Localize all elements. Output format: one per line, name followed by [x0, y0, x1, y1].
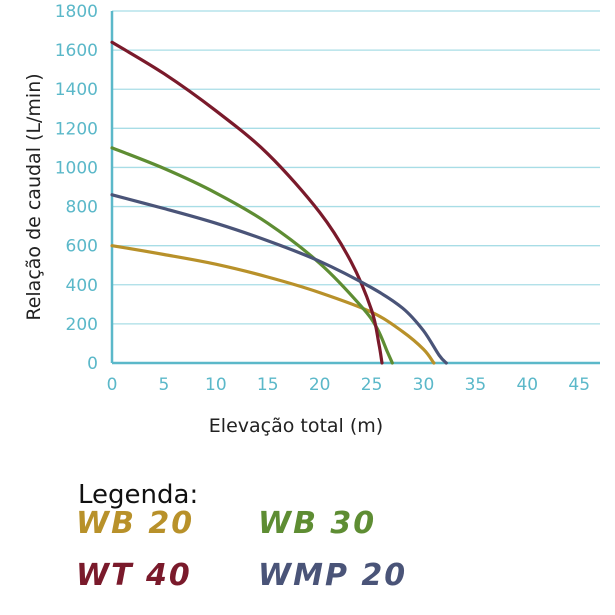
x-axis-title: Elevação total (m) — [209, 415, 383, 437]
x-tick-label: 25 — [361, 375, 383, 395]
series-line-wb20 — [110, 244, 436, 365]
y-tick-label: 1600 — [55, 41, 98, 61]
y-axis-title: Relação de caudal (L/min) — [23, 73, 45, 320]
legend-item-wt40: WT 40 — [76, 558, 192, 593]
y-tick-label: 600 — [66, 237, 98, 257]
x-tick-labels: 0 5 10 15 20 25 30 35 40 45 — [107, 375, 590, 395]
series-lines — [110, 40, 448, 365]
legend-item-wb20: WB 20 — [76, 506, 195, 541]
y-tick-label: 1800 — [55, 2, 98, 22]
series-line-wb30 — [110, 146, 394, 365]
y-tick-label: 800 — [66, 198, 98, 218]
y-tick-labels: 0 200 400 600 800 1000 1200 1400 1600 1800 — [55, 2, 98, 374]
x-tick-label: 35 — [465, 375, 487, 395]
legend-item-wb30: WB 30 — [258, 506, 377, 541]
y-tick-label: 1000 — [55, 158, 98, 178]
x-tick-label: 20 — [309, 375, 331, 395]
series-line-wmp20 — [110, 193, 448, 365]
y-tick-label: 1200 — [55, 119, 98, 139]
y-tick-label: 400 — [66, 276, 98, 296]
x-tick-label: 15 — [257, 375, 279, 395]
x-tick-label: 40 — [516, 375, 538, 395]
y-tick-label: 200 — [66, 315, 98, 335]
series-line-wt40 — [110, 40, 384, 365]
x-tick-label: 10 — [205, 375, 227, 395]
x-tick-label: 5 — [159, 375, 170, 395]
gridlines — [112, 10, 600, 325]
legend-item-wmp20: WMP 20 — [258, 558, 408, 593]
y-tick-label: 1400 — [55, 80, 98, 100]
x-tick-label: 30 — [413, 375, 435, 395]
legend-title: Legenda: — [78, 480, 199, 510]
y-tick-label: 0 — [87, 354, 98, 374]
x-tick-label: 0 — [107, 375, 118, 395]
x-tick-label: 45 — [568, 375, 590, 395]
axes — [110, 11, 600, 365]
